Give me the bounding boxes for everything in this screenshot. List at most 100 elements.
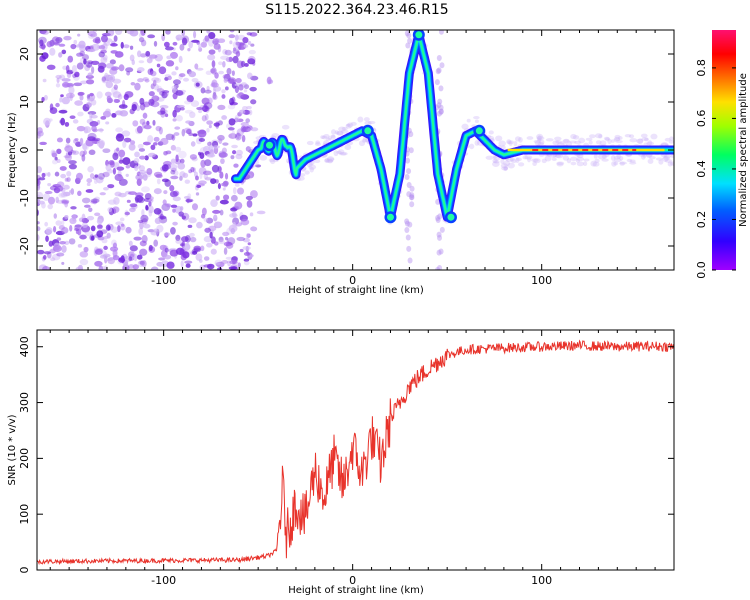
noise-point	[129, 245, 138, 252]
colorbar-tick-label: 0.8	[695, 59, 708, 77]
noise-point	[125, 164, 131, 169]
noise-point	[100, 35, 108, 43]
noise-point	[60, 94, 64, 98]
noise-point	[222, 142, 229, 146]
noise-point	[668, 139, 674, 144]
noise-point	[79, 150, 86, 157]
sidelobe-point	[435, 266, 441, 270]
noise-point	[204, 89, 212, 94]
noise-point	[153, 208, 162, 215]
noise-point	[337, 149, 345, 155]
sidelobe-point	[406, 32, 412, 39]
noise-point	[169, 185, 175, 192]
noise-point	[83, 126, 92, 134]
noise-point	[163, 41, 170, 48]
noise-point	[37, 226, 41, 232]
noise-point	[242, 237, 251, 243]
noise-point	[663, 154, 671, 159]
noise-point	[215, 37, 220, 43]
x-tick-label: 100	[531, 574, 552, 587]
noise-point	[60, 117, 66, 126]
colorbar-ticks: 0.0 0.2 0.4 0.6 0.8	[695, 59, 736, 279]
noise-point	[256, 210, 266, 215]
noise-point	[619, 161, 625, 166]
noise-point	[175, 115, 183, 122]
noise-point	[99, 192, 106, 196]
noise-point	[153, 77, 162, 83]
noise-point	[164, 247, 169, 253]
noise-point	[156, 63, 161, 68]
noise-point	[164, 179, 172, 187]
noise-point	[518, 162, 525, 167]
noise-point	[74, 224, 82, 228]
noise-point	[63, 83, 72, 87]
noise-point	[120, 41, 124, 49]
noise-point	[134, 165, 139, 172]
noise-point	[79, 94, 84, 101]
noise-point	[195, 192, 200, 196]
noise-point	[37, 191, 43, 199]
noise-point	[324, 158, 330, 163]
noise-point	[237, 262, 241, 268]
noise-point	[473, 115, 480, 120]
sidelobe-point	[406, 245, 412, 252]
noise-point	[648, 156, 656, 160]
noise-point	[89, 173, 95, 179]
noise-point	[198, 137, 206, 142]
noise-point	[663, 156, 671, 161]
noise-point	[81, 197, 91, 204]
noise-point	[190, 100, 200, 108]
noise-point	[247, 171, 255, 179]
noise-point	[199, 152, 205, 160]
noise-point	[73, 39, 78, 45]
noise-point	[70, 188, 75, 195]
noise-point	[64, 145, 73, 153]
noise-point	[151, 77, 160, 82]
noise-point	[566, 158, 572, 164]
noise-point	[154, 217, 162, 225]
noise-point	[554, 136, 562, 141]
colorbar-label: Normalized spectral amplitude	[738, 73, 749, 227]
noise-point	[41, 172, 46, 178]
noise-point	[97, 224, 103, 229]
noise-point	[245, 173, 253, 180]
noise-point	[190, 166, 195, 173]
colorbar-tick-label: 0.2	[695, 211, 708, 229]
noise-point	[173, 132, 180, 136]
noise-point	[37, 179, 41, 186]
noise-point	[610, 155, 616, 161]
noise-point	[552, 140, 560, 146]
noise-point	[91, 66, 95, 74]
noise-point	[118, 149, 126, 158]
noise-point	[556, 162, 564, 167]
noise-point	[90, 60, 100, 66]
noise-point	[66, 170, 72, 177]
noise-point	[118, 64, 125, 72]
noise-point	[321, 135, 328, 140]
noise-point	[214, 262, 221, 266]
noise-point	[47, 196, 56, 205]
noise-point	[79, 258, 89, 266]
colorbar: 0.0 0.2 0.4 0.6 0.8 Normalized spectral ampl…	[695, 30, 749, 279]
noise-point	[613, 136, 621, 142]
noise-point	[242, 36, 249, 44]
noise-point	[56, 159, 61, 163]
noise-point	[167, 75, 172, 81]
noise-point	[614, 134, 621, 139]
ridge-blob-core	[475, 127, 483, 135]
noise-point	[152, 119, 156, 126]
noise-point	[148, 98, 155, 106]
noise-point	[90, 235, 95, 241]
noise-point	[626, 158, 633, 163]
noise-point	[658, 159, 664, 165]
noise-point	[143, 124, 152, 130]
noise-point	[327, 136, 332, 140]
noise-point	[139, 260, 145, 266]
sidelobe-point	[436, 102, 442, 109]
noise-point	[179, 158, 185, 164]
noise-point	[172, 221, 178, 226]
noise-point	[55, 102, 60, 108]
x-tick-label: -100	[151, 574, 176, 587]
noise-point	[122, 157, 131, 166]
noise-point	[196, 221, 203, 229]
